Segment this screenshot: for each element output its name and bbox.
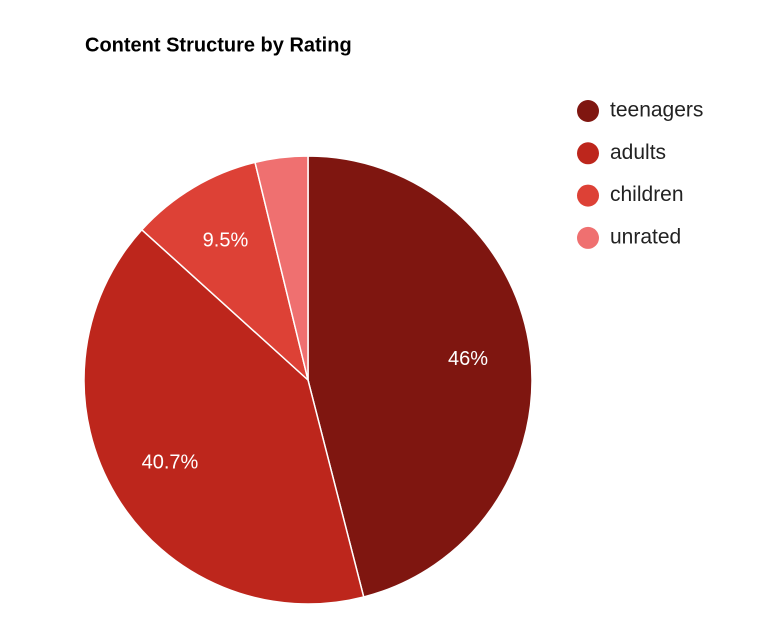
legend-swatch <box>577 184 599 207</box>
legend-swatch <box>577 226 599 249</box>
legend-label: teenagers <box>610 99 703 122</box>
pie-slice <box>254 155 309 381</box>
data-label: 9.5% <box>203 230 249 252</box>
legend-label: children <box>610 183 684 206</box>
legend-swatch <box>577 142 599 165</box>
data-label: 40.7% <box>142 452 199 474</box>
legend-swatch <box>577 100 599 122</box>
pie-slice <box>307 155 533 598</box>
legend-label: adults <box>610 141 666 164</box>
data-label: 46% <box>448 348 488 370</box>
chart-title: Content Structure by Rating <box>85 34 352 56</box>
pie-slice <box>83 228 365 605</box>
legend-label: unrated <box>610 225 681 248</box>
pie-slice <box>140 161 310 383</box>
